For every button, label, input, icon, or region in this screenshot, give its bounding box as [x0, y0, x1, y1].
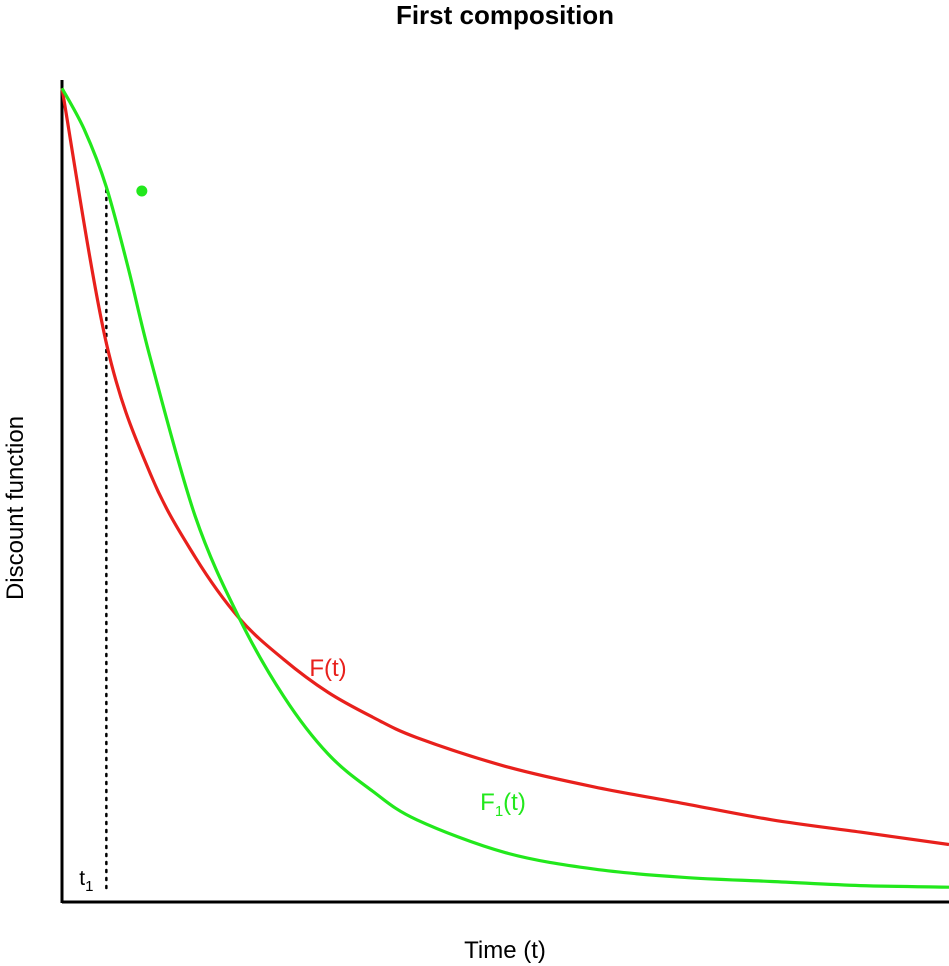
series-label-F1-sub: 1 [495, 803, 503, 820]
t1-tick-sub: 1 [85, 878, 93, 895]
series-line-F1 [60, 87, 949, 889]
series-label-F1: F1(t) [480, 789, 526, 820]
series-label-F1-main: F [480, 789, 495, 816]
t1-tick-label: t1 [79, 867, 93, 895]
series-label-F1-tail: (t) [503, 789, 526, 816]
t1-tick-main: t [79, 867, 85, 890]
series-line-F [60, 87, 949, 847]
data-point-marker [136, 185, 148, 197]
chart-title: First composition [396, 0, 614, 30]
x-axis-label: Time (t) [464, 937, 546, 964]
series-label-F-main: F [309, 655, 324, 682]
y-axis-label: Discount function [2, 416, 29, 600]
series-label-F: F(t) [309, 655, 346, 682]
series-label-F-tail: (t) [324, 655, 347, 682]
